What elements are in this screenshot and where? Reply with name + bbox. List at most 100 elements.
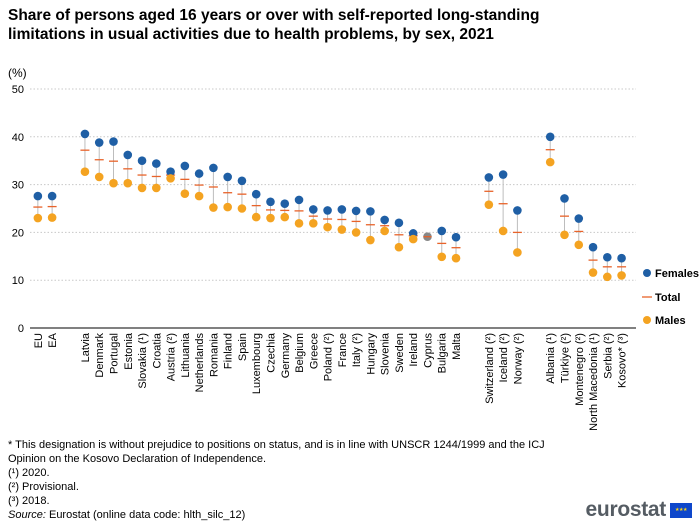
- footnote-2: (²) Provisional.: [8, 481, 79, 493]
- females-point: [180, 161, 190, 171]
- males-point: [109, 178, 118, 188]
- males-point: [574, 240, 584, 250]
- females-point: [237, 176, 247, 186]
- legend-males-label: Males: [655, 315, 686, 327]
- y-tick-label: 50: [12, 84, 24, 96]
- females-point: [152, 159, 161, 168]
- males-point: [194, 191, 204, 201]
- x-tick-label: Denmark: [94, 333, 106, 378]
- males-point: [337, 225, 347, 234]
- y-tick-label: 0: [18, 323, 24, 335]
- females-point: [513, 206, 522, 215]
- x-tick-label: Belgium: [294, 333, 306, 373]
- x-tick-label: Malta: [451, 332, 463, 360]
- females-point: [223, 172, 232, 182]
- females-point: [617, 253, 626, 263]
- x-tick-label: EA: [47, 332, 59, 347]
- eu-flag-icon: ★★★: [670, 503, 692, 518]
- females-point: [294, 195, 304, 205]
- males-point: [437, 252, 447, 262]
- males-point: [351, 228, 361, 237]
- y-tick-label: 20: [12, 227, 24, 239]
- x-tick-label: Finland: [223, 333, 235, 369]
- chart-title: Share of persons aged 16 years or over w…: [8, 7, 540, 43]
- x-tick-label: Estonia: [123, 332, 135, 370]
- females-point: [437, 226, 447, 236]
- x-tick-label: Ireland: [408, 333, 420, 367]
- males-point: [451, 253, 461, 263]
- males-point: [366, 235, 375, 245]
- source-line: Source: Eurostat (online data code: hlth…: [8, 508, 568, 522]
- legend-females-marker: [643, 269, 651, 277]
- x-tick-label: Norway (²): [512, 333, 524, 384]
- x-tick-label: North Macedonia (¹): [588, 333, 600, 430]
- females-point: [280, 199, 290, 209]
- females-point: [351, 206, 361, 216]
- x-tick-label: Croatia: [151, 332, 163, 368]
- males-point: [137, 183, 147, 193]
- females-point: [266, 197, 275, 207]
- footnote-1: (¹) 2020.: [8, 467, 50, 479]
- males-point: [323, 222, 332, 232]
- females-point: [309, 205, 318, 214]
- males-point: [80, 167, 90, 176]
- females-point: [380, 215, 389, 225]
- footnote-3: (³) 2018.: [8, 495, 50, 507]
- chart: 0 10 20 30 40 50 EU EA Latvia Denmark Portugal Esto…: [12, 84, 699, 430]
- males-point: [251, 212, 261, 222]
- males-point: [33, 213, 43, 223]
- x-tick-label: Lithuania: [180, 332, 192, 378]
- source-label: Source:: [8, 509, 46, 521]
- x-tick-label: Albania (¹): [545, 333, 557, 384]
- x-tick-label: Cyprus: [422, 333, 434, 368]
- x-tick-label: Serbia (²): [602, 333, 614, 379]
- x-tick-label: Switzerland (²): [484, 333, 496, 404]
- males-point: [560, 230, 569, 240]
- y-axis-unit: (%): [8, 66, 27, 80]
- females-point: [123, 150, 133, 160]
- males-point: [309, 219, 318, 228]
- females-point: [137, 156, 147, 165]
- females-point: [337, 205, 347, 214]
- males-point: [408, 234, 418, 244]
- x-tick-label: Sweden: [394, 333, 406, 373]
- females-point: [588, 242, 598, 252]
- y-tick-label: 40: [12, 132, 24, 144]
- females-point: [323, 206, 332, 215]
- females-point: [33, 191, 43, 201]
- x-tick-label: Romania: [208, 332, 220, 377]
- males-point: [588, 268, 598, 277]
- females-point: [209, 163, 218, 173]
- females-point: [166, 167, 175, 176]
- x-tick-label: Slovenia: [380, 332, 392, 375]
- males-point: [166, 174, 175, 183]
- males-point: [380, 226, 389, 236]
- x-tick-label: Spain: [237, 333, 249, 361]
- x-tick-label: Bulgaria: [437, 332, 449, 373]
- x-tick-label: Kosovo* (³): [617, 333, 629, 388]
- females-point: [603, 252, 612, 262]
- males-point: [123, 178, 133, 188]
- legend-males-marker: [643, 316, 651, 324]
- females-point: [545, 132, 555, 142]
- males-point: [394, 242, 404, 252]
- females-point: [80, 129, 90, 139]
- females-point: [574, 214, 584, 223]
- males-point: [484, 200, 494, 209]
- females-point: [109, 137, 118, 146]
- males-point: [47, 213, 57, 222]
- females-point: [451, 232, 461, 242]
- x-tick-label: Iceland (²): [498, 333, 510, 383]
- females-point: [194, 169, 204, 178]
- eurostat-logo: eurostat: [585, 498, 667, 521]
- males-point: [498, 226, 508, 236]
- source-text: Eurostat (online data code: hlth_silc_12…: [45, 509, 246, 521]
- y-tick-label: 10: [12, 275, 24, 287]
- x-tick-label: Netherlands: [194, 333, 206, 393]
- x-tick-label: Austria (²): [166, 333, 178, 381]
- females-point: [484, 173, 494, 182]
- x-tick-label: Czechia: [265, 332, 277, 373]
- males-point: [152, 183, 161, 193]
- males-point: [209, 203, 218, 212]
- x-tick-label: EU: [33, 333, 45, 348]
